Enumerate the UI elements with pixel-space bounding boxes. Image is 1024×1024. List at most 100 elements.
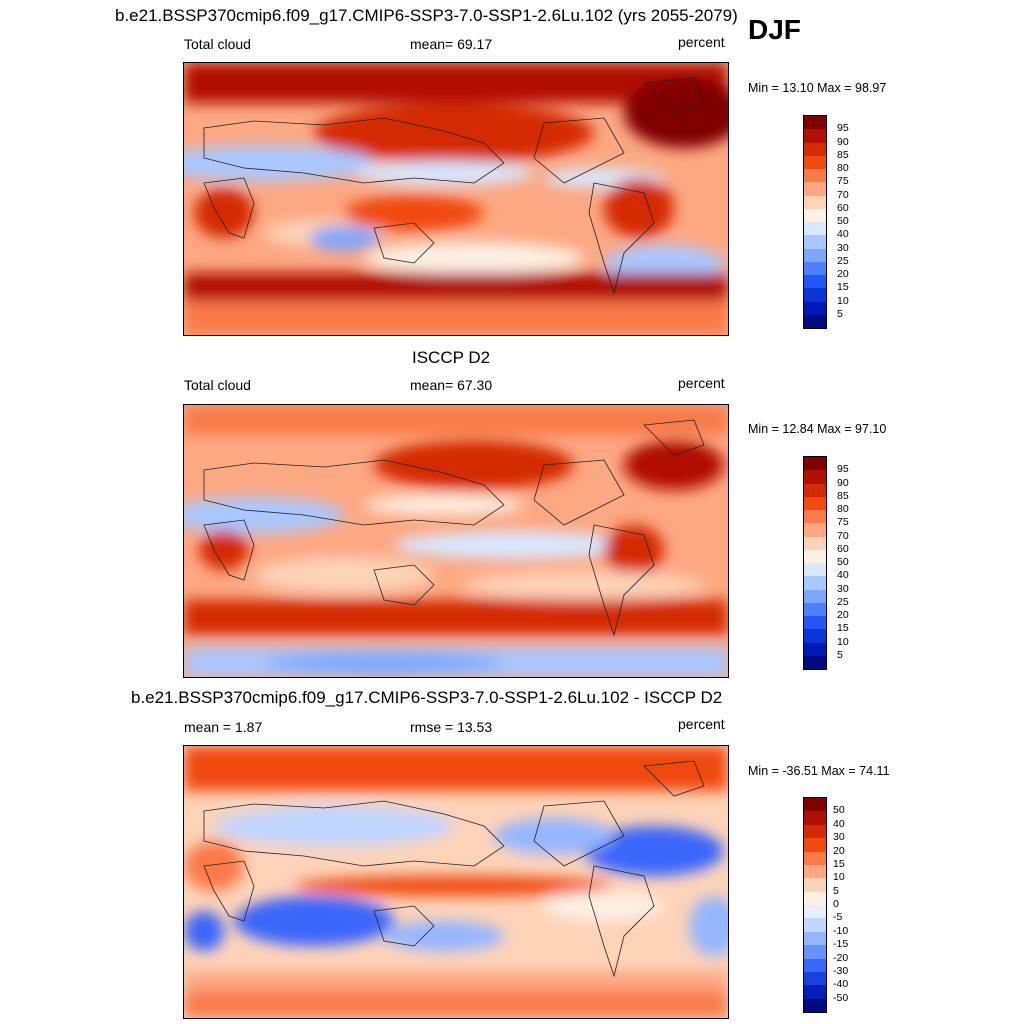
colorbar-swatch	[804, 195, 826, 209]
panel-3-title: b.e21.BSSP370cmip6.f09_g17.CMIP6-SSP3-7.…	[131, 688, 723, 707]
colorbar-tick-label: 0	[833, 898, 839, 910]
colorbar-tick-label: 10	[833, 871, 845, 884]
colorbar-tick-label: 80	[837, 162, 849, 174]
panel-1-colorbar-labels: 95 90 85 80 75 70 60 50 40 30 25 20 15 10 5	[837, 115, 877, 327]
colorbar-swatch	[804, 563, 826, 577]
colorbar-swatch	[804, 824, 826, 839]
colorbar-swatch	[804, 182, 826, 196]
panel-3-minmax: Min = -36.51 Max = 74.11	[748, 764, 890, 778]
colorbar-swatch	[804, 536, 826, 550]
colorbar-tick-label: 15	[833, 857, 845, 870]
colorbar-tick-label: 50	[837, 215, 849, 227]
colorbar-tick-label: -15	[833, 938, 849, 951]
colorbar-swatch	[804, 958, 826, 972]
colorbar-tick-label: 30	[837, 241, 849, 254]
panel-1-title: b.e21.BSSP370cmip6.f09_g17.CMIP6-SSP3-7.…	[115, 6, 738, 25]
panel-2-colorbar	[803, 456, 827, 670]
colorbar-tick-label: 15	[837, 281, 849, 294]
colorbar-tick-label: 70	[837, 188, 849, 201]
colorbar-tick-label: 30	[837, 582, 849, 595]
colorbar-swatch	[804, 878, 826, 892]
colorbar-swatch	[804, 642, 826, 656]
panel-2-colorbar-labels: 95 90 85 80 75 70 60 50 40 30 25 20 15 10 5	[837, 456, 877, 668]
panel-2-map	[183, 404, 729, 678]
colorbar-swatch	[804, 811, 826, 825]
colorbar-tick-label: -5	[833, 911, 843, 924]
colorbar-swatch	[804, 301, 826, 315]
colorbar-swatch	[804, 655, 826, 669]
colorbar-swatch	[804, 891, 826, 905]
colorbar-tick-label: 5	[837, 307, 843, 320]
panel-2-mean-label: mean= 67.30	[410, 377, 493, 393]
colorbar-swatch	[804, 275, 826, 289]
colorbar-tick-label: 5	[837, 648, 843, 661]
colorbar-tick-label: -20	[833, 951, 849, 964]
colorbar-tick-label: -30	[833, 964, 849, 977]
panel-3-map	[183, 745, 729, 1019]
colorbar-swatch	[804, 169, 826, 183]
colorbar-swatch	[804, 129, 826, 143]
colorbar-swatch	[804, 142, 826, 156]
colorbar-tick-label: 10	[837, 294, 849, 307]
panel-2-minmax: Min = 12.84 Max = 97.10	[748, 422, 887, 436]
colorbar-tick-label: 40	[837, 228, 849, 241]
colorbar-tick-label: -40	[833, 978, 849, 991]
colorbar-swatch	[804, 864, 826, 879]
panel-2-title: ISCCP D2	[412, 348, 491, 367]
colorbar-swatch	[804, 470, 826, 484]
panel-2-units-label: percent	[678, 375, 725, 391]
colorbar-swatch	[804, 523, 826, 537]
colorbar-tick-label: 95	[837, 463, 849, 476]
panel-1-mean-label: mean= 69.17	[410, 36, 493, 52]
season-label: DJF	[748, 14, 801, 45]
colorbar-swatch	[804, 971, 826, 986]
colorbar-swatch	[804, 985, 826, 999]
colorbar-swatch	[804, 576, 826, 590]
colorbar-tick-label: 50	[837, 556, 849, 568]
colorbar-tick-label: 30	[833, 831, 845, 844]
colorbar-tick-label: 60	[837, 201, 849, 214]
colorbar-tick-label: 10	[837, 635, 849, 648]
colorbar-tick-label: -10	[833, 924, 849, 937]
colorbar-tick-label: 90	[837, 135, 849, 148]
colorbar-swatch	[804, 602, 826, 616]
colorbar-swatch	[804, 918, 826, 932]
colorbar-tick-label: 70	[837, 529, 849, 542]
colorbar-swatch	[804, 629, 826, 643]
colorbar-tick-label: 15	[837, 622, 849, 635]
colorbar-tick-label: 80	[837, 503, 849, 515]
colorbar-swatch	[804, 248, 826, 262]
colorbar-swatch	[804, 616, 826, 630]
colorbar-swatch	[804, 314, 826, 328]
colorbar-swatch	[804, 905, 826, 919]
colorbar-tick-label: 75	[837, 175, 849, 188]
colorbar-swatch	[804, 510, 826, 524]
panel-1-variable-label: Total cloud	[184, 36, 251, 52]
colorbar-swatch	[804, 798, 826, 812]
colorbar-tick-label: 90	[837, 476, 849, 489]
panel-1-minmax: Min = 13.10 Max = 98.97	[748, 81, 887, 95]
colorbar-swatch	[804, 931, 826, 946]
panel-1-units-label: percent	[678, 34, 725, 50]
colorbar-swatch	[804, 457, 826, 471]
colorbar-swatch	[804, 549, 826, 563]
colorbar-tick-label: 75	[837, 516, 849, 529]
colorbar-tick-label: 60	[837, 542, 849, 555]
colorbar-tick-label: 25	[837, 254, 849, 267]
colorbar-swatch	[804, 483, 826, 497]
colorbar-tick-label: 20	[837, 268, 849, 280]
colorbar-tick-label: 40	[837, 569, 849, 582]
colorbar-tick-label: 20	[833, 844, 845, 857]
colorbar-tick-label: 85	[837, 148, 849, 161]
colorbar-swatch	[804, 945, 826, 959]
colorbar-swatch	[804, 261, 826, 275]
colorbar-swatch	[804, 838, 826, 852]
panel-1-colorbar	[803, 115, 827, 329]
colorbar-swatch	[804, 998, 826, 1012]
colorbar-tick-label: 40	[833, 817, 845, 830]
colorbar-swatch	[804, 851, 826, 865]
colorbar-tick-label: -50	[833, 991, 849, 1004]
colorbar-tick-label: 25	[837, 595, 849, 608]
colorbar-tick-label: 95	[837, 122, 849, 135]
colorbar-swatch	[804, 288, 826, 302]
